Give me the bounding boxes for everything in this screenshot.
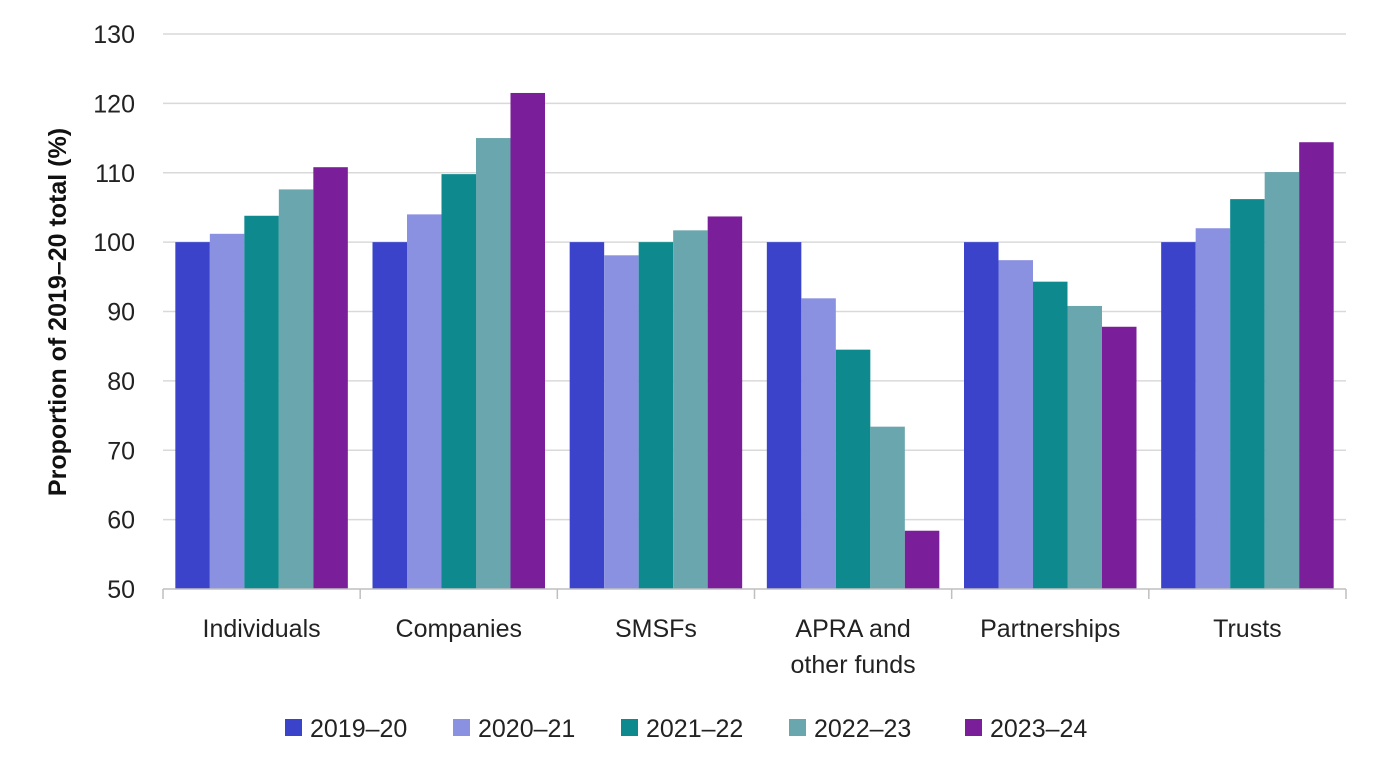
legend-swatch-2 [621,719,638,736]
bar-2019–20-5 [1161,242,1196,589]
bar-2022–23-1 [476,138,511,589]
category-label: SMSFs [615,615,697,643]
bar-2019–20-4 [964,242,999,589]
category-label: Companies [396,615,522,643]
bars [175,92,1334,590]
legend-label-3: 2022–23 [814,715,911,743]
x-axis [162,588,1347,599]
bar-2022–23-4 [1067,305,1102,589]
y-tick-label: 90 [107,299,135,327]
bar-2020–21-0 [209,233,245,590]
legend-swatch-1 [453,719,470,736]
y-tick-label: 60 [107,507,135,535]
bar-2023–24-1 [510,92,545,589]
bar-2020–21-1 [407,214,442,589]
bar-2021–22-4 [1033,281,1068,589]
bar-2021–22-1 [441,174,476,589]
legend-label-2: 2021–22 [646,715,743,743]
legend-label-0: 2019–20 [310,715,407,743]
gridlines [163,33,1346,521]
bar-2021–22-5 [1230,199,1265,590]
bar-2022–23-0 [278,189,314,589]
legend: 2019–20 2020–21 2021–22 2022–23 2023–24 [285,715,1087,743]
legend-swatch-0 [285,719,302,736]
bar-2021–22-2 [638,242,674,589]
bar-2020–21-2 [604,255,639,589]
category-label: other funds [791,651,916,679]
bar-2023–24-5 [1299,142,1334,589]
bar-2020–21-5 [1195,228,1231,589]
legend-swatch-3 [789,719,806,736]
legend-swatch-4 [965,719,982,736]
category-label: Trusts [1213,615,1282,643]
category-labels: Individuals Companies SMSFs APRA and other f… [203,615,1282,679]
y-tick-label: 110 [95,160,135,188]
category-label: Individuals [203,615,321,643]
bar-2023–24-3 [904,530,940,589]
y-tick-label: 80 [107,368,135,396]
y-axis-label: Proportion of 2019–20 total (%) [44,128,72,496]
bar-2019–20-3 [766,242,802,589]
legend-label-4: 2023–24 [990,715,1087,743]
bar-2020–21-3 [801,298,836,589]
bar-2019–20-1 [372,242,407,589]
y-tick-label: 50 [107,576,135,604]
category-label: Partnerships [980,615,1120,643]
bar-2023–24-4 [1102,326,1137,589]
y-axis-ticks: 50 60 70 80 90 100 110 120 130 [93,21,135,604]
bar-2022–23-5 [1264,172,1300,589]
bar-2022–23-2 [673,230,708,590]
y-tick-label: 130 [93,21,135,49]
bar-2020–21-4 [998,260,1033,589]
bar-2023–24-0 [313,167,348,589]
y-tick-label: 120 [93,90,135,118]
bar-2021–22-3 [835,349,871,589]
y-tick-label: 70 [107,437,135,465]
bar-2019–20-0 [175,242,210,589]
y-tick-label: 100 [93,229,135,257]
category-label: APRA and [795,615,910,643]
bar-2023–24-2 [707,216,743,590]
legend-label-1: 2020–21 [478,715,575,743]
bar-2022–23-3 [870,426,905,589]
bar-2019–20-2 [569,242,605,589]
bar-2021–22-0 [244,215,279,589]
